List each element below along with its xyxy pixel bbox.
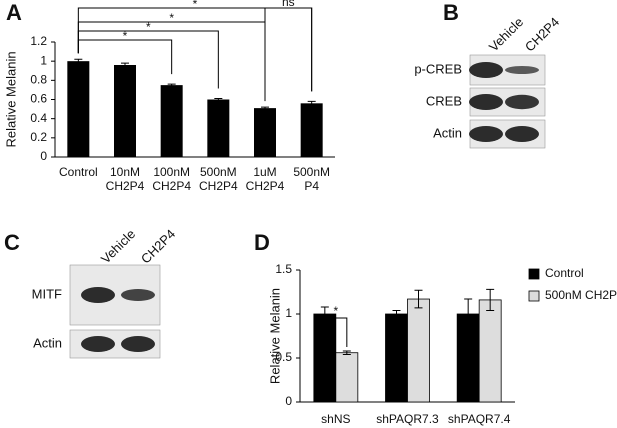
significance-bracket <box>264 7 313 102</box>
y-tick-label: 1.2 <box>30 34 47 48</box>
x-tick-label: 500nM P4 <box>293 165 330 193</box>
blot-band <box>505 126 539 142</box>
panel-label: B <box>443 0 459 25</box>
label-line: 10nM <box>110 165 140 179</box>
legend-label: 500nM CH2P4 <box>545 288 617 302</box>
bar <box>114 65 136 157</box>
error-bar <box>167 83 176 87</box>
y-tick-label: 1.5 <box>275 262 292 276</box>
panel-label: A <box>6 0 22 25</box>
error-bar <box>486 288 495 311</box>
x-tick-label: shPAQR7.3 <box>376 412 439 426</box>
lane-label: CH2P4 <box>522 14 562 54</box>
y-tick-label: 1 <box>40 53 47 67</box>
bar <box>407 298 430 403</box>
significance-bracket <box>324 317 348 347</box>
blot-row-label: CREB <box>426 93 462 108</box>
significance-label: * <box>146 20 151 34</box>
x-tick-label: shNS <box>321 412 350 426</box>
significance-label: * <box>169 11 174 25</box>
bar <box>478 299 502 403</box>
blot-band <box>469 126 503 142</box>
y-axis-title: Relative Melanin <box>267 288 282 384</box>
error-bar <box>121 62 129 68</box>
legend-label: Control <box>545 266 584 280</box>
y-tick-label: 0.6 <box>30 92 47 106</box>
error-bar <box>342 350 351 355</box>
bar <box>313 313 337 403</box>
error-bar <box>74 58 83 64</box>
label-line: CH2P4 <box>246 179 285 193</box>
error-bar <box>261 106 269 110</box>
y-tick-label: 0.5 <box>275 350 292 364</box>
legend-swatch <box>528 290 540 302</box>
label-line: 500nM <box>200 165 237 179</box>
bar <box>254 108 276 157</box>
error-bar <box>307 100 316 106</box>
legend-swatch <box>528 268 540 280</box>
error-bar <box>214 98 223 101</box>
significance-label: * <box>333 304 338 318</box>
bar <box>67 61 90 157</box>
y-axis-title: Relative Melanin <box>3 51 18 147</box>
blot-row-label: MITF <box>32 286 62 301</box>
error-bar <box>464 298 473 330</box>
significance-bracket <box>77 7 313 92</box>
lane-label: CH2P4 <box>138 226 178 266</box>
x-tick-label: 10nM CH2P4 <box>106 165 145 193</box>
y-tick-label: 0.2 <box>30 130 47 144</box>
y-tick-label: 0 <box>285 394 292 408</box>
y-tick-label: 1 <box>285 306 292 320</box>
error-bar <box>392 309 401 319</box>
blot-band <box>81 287 115 303</box>
label-line: 1uM <box>253 165 276 179</box>
x-tick-label: shPAQR7.4 <box>448 412 511 426</box>
blot-band <box>505 66 539 74</box>
x-tick-label: 1uM CH2P4 <box>246 165 285 193</box>
blot-band <box>81 336 115 352</box>
label-line: P4 <box>304 179 319 193</box>
label-line: CH2P4 <box>199 179 238 193</box>
x-tick-label: 100nM CH2P4 <box>152 165 191 193</box>
bar <box>385 313 408 403</box>
label-line: CH2P4 <box>152 179 191 193</box>
bar <box>207 99 230 157</box>
y-tick-label: 0.8 <box>30 73 47 87</box>
significance-label: * <box>193 0 198 11</box>
bar <box>160 85 183 157</box>
error-bar <box>414 289 423 309</box>
blot-band <box>505 94 539 110</box>
blot-row-label: Actin <box>33 335 62 350</box>
blot-band <box>469 62 503 78</box>
bar <box>300 103 323 157</box>
y-tick-label: 0 <box>40 149 47 163</box>
x-tick-label: Control <box>59 165 98 179</box>
label-line: 500nM <box>293 165 330 179</box>
blot-row-label: Actin <box>433 125 462 140</box>
blot-band <box>469 94 503 110</box>
bar <box>335 352 359 403</box>
x-tick-label: 500nM CH2P4 <box>199 165 238 193</box>
label-line: CH2P4 <box>106 179 145 193</box>
label-line: 100nM <box>153 165 190 179</box>
significance-label: * <box>123 29 128 43</box>
blot-row-label: p-CREB <box>414 61 462 76</box>
y-tick-label: 0.4 <box>30 111 47 125</box>
lane-label: Vehicle <box>486 14 526 54</box>
panel-label: C <box>4 230 20 255</box>
blot-band <box>121 336 155 352</box>
significance-label: ns <box>282 0 295 9</box>
blot-band <box>121 289 155 301</box>
panel-label: D <box>254 230 270 255</box>
lane-label: Vehicle <box>98 226 138 266</box>
